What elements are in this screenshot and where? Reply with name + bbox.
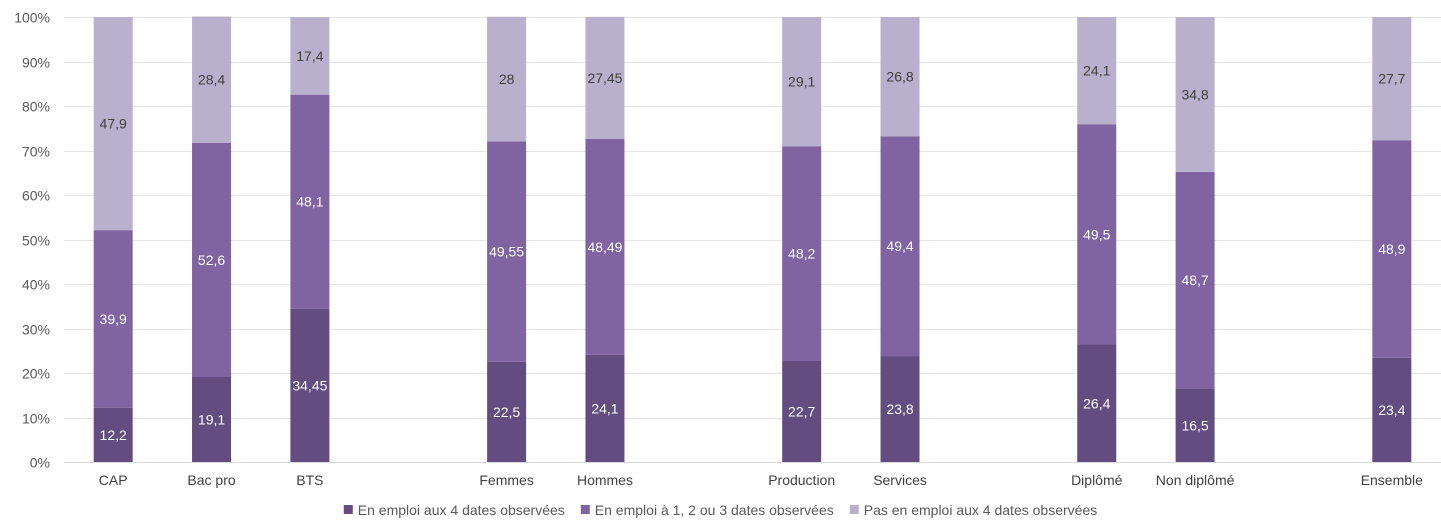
- data-label: 39,9: [100, 311, 127, 327]
- data-label: 19,1: [198, 412, 225, 428]
- bar-segment: [192, 16, 232, 143]
- x-tick-label: Non diplômé: [1156, 472, 1235, 488]
- y-tick-label: 40%: [22, 277, 50, 293]
- x-tick-label: Bac pro: [187, 472, 235, 488]
- data-label: 49,4: [886, 238, 913, 254]
- data-label: 48,7: [1181, 272, 1208, 288]
- data-label: 48,49: [587, 239, 622, 255]
- bar-segment: [1372, 140, 1412, 358]
- data-label: 34,45: [292, 377, 327, 393]
- bar-segment: [1372, 357, 1412, 462]
- data-label: 49,5: [1083, 226, 1110, 242]
- bar-segment: [880, 356, 920, 462]
- legend-label: En emploi à 1, 2 ou 3 dates observées: [595, 502, 834, 518]
- legend-label: En emploi aux 4 dates observées: [358, 502, 565, 518]
- bar-segment: [782, 146, 822, 361]
- bar-segment: [290, 94, 330, 309]
- data-label: 48,1: [296, 194, 323, 210]
- bar-segment: [192, 142, 232, 378]
- x-tick-label: Femmes: [479, 472, 533, 488]
- data-label: 47,9: [100, 116, 127, 132]
- bar-segment: [782, 360, 822, 462]
- y-tick-label: 10%: [22, 411, 50, 427]
- data-label: 27,45: [587, 70, 622, 86]
- y-tick-label: 60%: [22, 188, 50, 204]
- y-axis: 0% 10% 20% 30% 40% 50% 60% 70% 80% 90% 100%: [14, 10, 50, 471]
- x-tick-label: Hommes: [577, 472, 633, 488]
- x-tick-label: Production: [768, 472, 835, 488]
- bar-segment: [585, 354, 625, 462]
- y-tick-label: 0%: [30, 455, 50, 471]
- bar-segment: [782, 17, 822, 147]
- bar-segment: [1175, 388, 1215, 462]
- y-tick-label: 30%: [22, 322, 50, 338]
- legend-item: En emploi à 1, 2 ou 3 dates observées: [580, 502, 834, 518]
- x-tick-label: CAP: [99, 472, 128, 488]
- y-tick-label: 70%: [22, 144, 50, 160]
- data-label: 22,5: [493, 404, 520, 420]
- bar-segment: [487, 141, 527, 362]
- data-label: 52,6: [198, 252, 225, 268]
- data-label: 16,5: [1181, 417, 1208, 433]
- legend-item: En emploi aux 4 dates observées: [343, 502, 565, 518]
- x-tick-label: BTS: [296, 472, 323, 488]
- data-label: 12,2: [100, 427, 127, 443]
- data-label: 23,4: [1378, 402, 1405, 418]
- bar-segment: [1372, 17, 1412, 141]
- data-label: 27,7: [1378, 71, 1405, 87]
- bar-segment: [290, 17, 330, 95]
- bar-segment: [1175, 171, 1215, 389]
- y-tick-label: 80%: [22, 99, 50, 115]
- x-tick-label: Services: [873, 472, 927, 488]
- bar-segment: [93, 230, 133, 408]
- data-label: 23,8: [886, 401, 913, 417]
- y-tick-label: 50%: [22, 233, 50, 249]
- bar-segment: [1077, 17, 1117, 125]
- y-tick-label: 20%: [22, 366, 50, 382]
- data-label: 17,4: [296, 48, 323, 64]
- data-label: 49,55: [489, 244, 524, 260]
- bar-segment: [487, 16, 527, 142]
- legend-item: Pas en emploi aux 4 dates observées: [849, 502, 1097, 518]
- bar-segment: [585, 138, 625, 355]
- bar-segment: [880, 136, 920, 357]
- data-label: 26,4: [1083, 395, 1110, 411]
- bar-segment: [290, 308, 330, 462]
- bar-segment: [1077, 124, 1117, 345]
- x-axis: CAP Bac pro BTS Femmes Hommes Production Servi…: [99, 472, 1423, 488]
- gridlines: [64, 17, 1441, 463]
- bar-segment: [1175, 17, 1215, 172]
- bars: 12,2 39,9 47,9 19,1 52,6 28,4 34,45 48,1 17,4 22,…: [93, 16, 1412, 462]
- data-label: 28,4: [198, 72, 225, 88]
- y-tick-label: 90%: [22, 55, 50, 71]
- data-label: 29,1: [788, 74, 815, 90]
- bar-segment: [585, 16, 625, 139]
- data-label: 24,1: [1083, 63, 1110, 79]
- bar-segment: [93, 407, 133, 462]
- x-tick-label: Ensemble: [1361, 472, 1423, 488]
- bar-segment: [93, 17, 133, 231]
- data-label: 26,8: [886, 69, 913, 85]
- legend: En emploi aux 4 dates observées En emploi…: [343, 502, 1097, 518]
- data-label: 22,7: [788, 403, 815, 419]
- legend-swatch: [343, 505, 353, 514]
- bar-segment: [1077, 344, 1117, 462]
- y-tick-label: 100%: [14, 10, 50, 26]
- data-label: 48,2: [788, 246, 815, 262]
- bar-segment: [487, 361, 527, 462]
- legend-swatch: [580, 505, 590, 514]
- data-label: 28: [499, 71, 515, 87]
- data-label: 48,9: [1378, 241, 1405, 257]
- bar-segment: [192, 377, 232, 462]
- data-label: 24,1: [591, 400, 618, 416]
- bar-segment: [880, 17, 920, 137]
- x-tick-label: Diplômé: [1071, 472, 1123, 488]
- legend-swatch: [849, 505, 859, 514]
- data-label: 34,8: [1181, 86, 1208, 102]
- legend-label: Pas en emploi aux 4 dates observées: [864, 502, 1097, 518]
